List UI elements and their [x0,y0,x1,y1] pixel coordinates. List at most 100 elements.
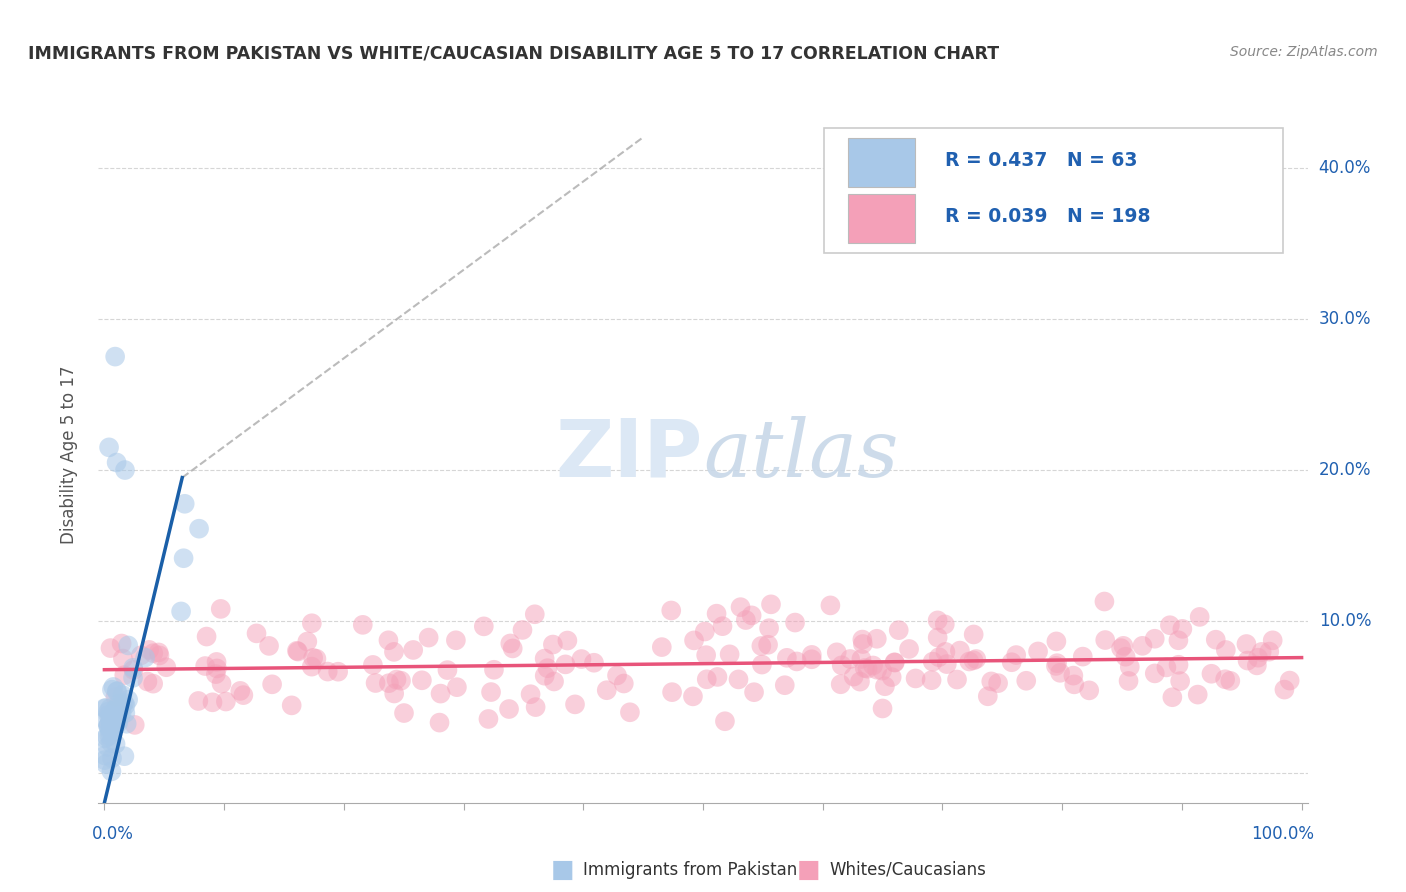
Point [830,677,852,691]
Point [418,631,440,645]
Point [1046,656,1069,670]
Point [965,652,987,666]
Text: atlas: atlas [703,417,898,493]
Point [613,676,636,690]
Point [114,698,136,713]
Point [533,651,555,665]
Point [280,698,302,713]
Point [853,661,876,675]
Point [201,695,224,709]
Point [773,678,796,692]
Point [482,663,505,677]
Point [104,350,127,364]
Point [136,674,159,689]
Point [93,753,115,767]
Point [870,664,893,678]
Point [1188,610,1211,624]
Point [839,652,862,666]
Point [195,630,218,644]
Point [718,648,741,662]
Point [112,749,135,764]
Point [389,673,412,688]
Point [730,600,752,615]
Point [1167,633,1189,648]
Point [783,615,806,630]
Point [927,613,949,627]
Point [949,643,972,657]
Point [696,673,718,687]
Point [756,638,779,652]
Text: Immigrants from Pakistan: Immigrants from Pakistan [583,861,797,879]
Point [921,673,943,688]
Point [693,624,716,639]
Point [188,522,211,536]
Point [104,737,127,751]
Point [852,637,875,651]
Point [93,701,115,715]
Point [1201,666,1223,681]
Point [155,660,177,674]
Point [1062,668,1084,682]
Point [122,663,145,677]
Point [444,633,467,648]
Point [114,706,136,720]
Point [659,603,682,617]
Text: 20.0%: 20.0% [1319,461,1371,479]
Point [512,623,534,637]
Point [1205,632,1227,647]
Point [111,636,134,650]
Point [302,651,325,665]
Point [429,715,451,730]
Point [97,719,120,733]
Point [1015,673,1038,688]
Point [436,663,458,677]
Point [148,648,170,663]
Point [533,669,555,683]
Point [866,632,889,646]
Point [536,661,558,675]
Point [1261,633,1284,648]
Point [94,714,117,728]
Point [751,657,773,672]
Point [301,659,323,673]
Point [523,607,546,622]
Text: 30.0%: 30.0% [1319,310,1371,327]
Point [103,706,125,721]
Point [285,644,308,658]
Point [714,714,737,729]
Point [1213,673,1236,687]
Point [1094,594,1116,608]
Point [1247,650,1270,665]
Point [758,621,780,635]
Point [711,619,734,633]
Point [619,706,641,720]
Point [946,673,969,687]
Point [1094,633,1116,648]
Point [138,643,160,657]
Point [111,706,134,720]
Point [232,688,254,702]
Point [361,657,384,672]
Point [571,652,593,666]
Point [101,714,124,729]
Point [683,633,706,648]
Point [129,648,152,663]
Point [862,658,884,673]
Point [727,673,749,687]
Point [1167,657,1189,672]
Text: ZIP: ZIP [555,416,703,494]
Point [1115,649,1137,664]
Point [606,668,628,682]
Point [554,657,576,672]
Point [101,682,124,697]
Point [842,669,865,683]
Point [1278,673,1301,688]
Point [148,645,170,659]
Point [498,702,520,716]
Point [1187,688,1209,702]
Point [1258,645,1281,659]
Point [98,441,121,455]
Point [111,698,134,713]
Point [117,692,139,706]
Point [1078,683,1101,698]
